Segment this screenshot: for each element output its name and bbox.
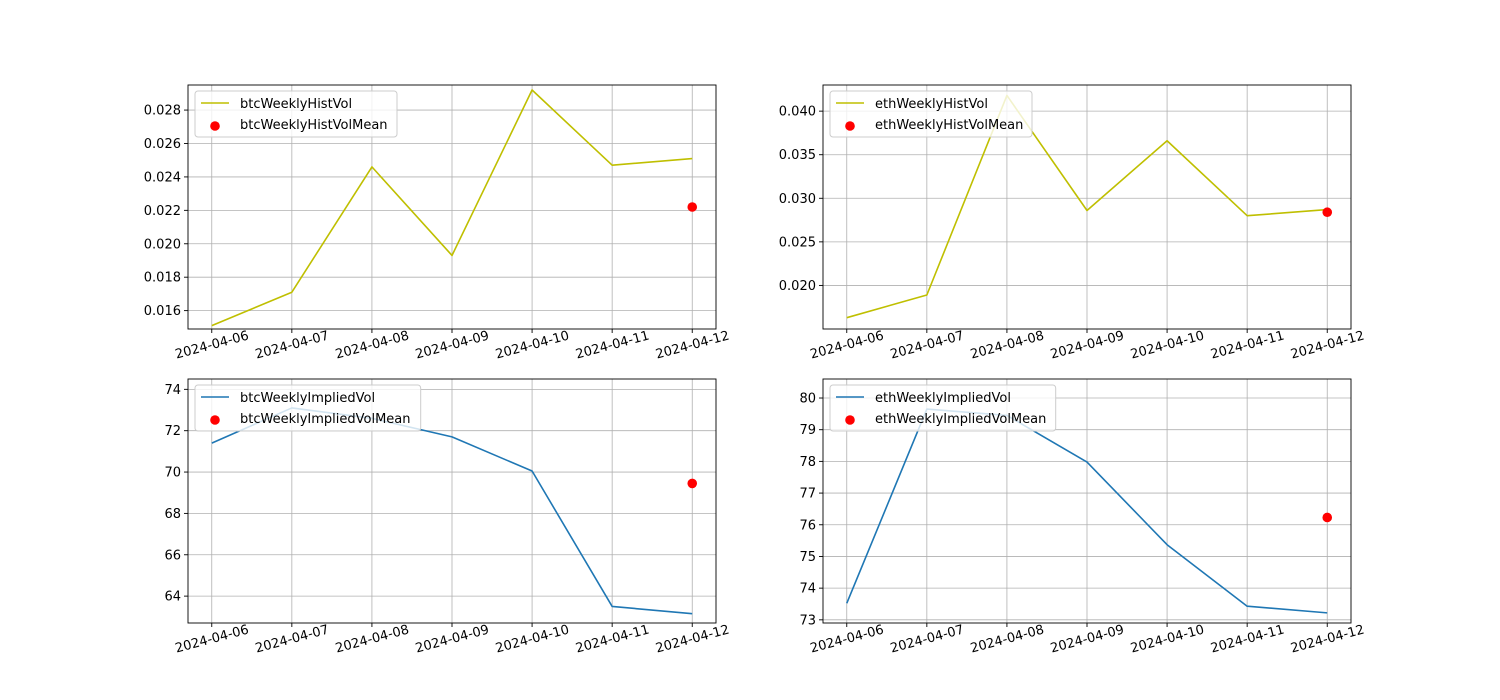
legend: ethWeeklyImpliedVol ethWeeklyImpliedVolMe… [829, 384, 1057, 432]
series-line-btcWeeklyHistVol [211, 89, 693, 327]
y-tick-label: 74 [164, 383, 181, 398]
legend-label: ethWeeklyImpliedVolMean [875, 412, 1046, 427]
y-tick-label: 0.035 [779, 148, 816, 163]
y-tick-label: 0.028 [144, 104, 181, 119]
legend-box [194, 384, 422, 432]
y-tick-label: 0.030 [779, 192, 816, 207]
y-tick-label: 68 [164, 507, 181, 522]
scatter-point-btcWeeklyHistVolMean [687, 202, 698, 212]
y-tick-label: 72 [164, 424, 181, 439]
legend-box [829, 90, 1033, 138]
y-tick-label: 70 [164, 466, 181, 481]
y-tick-label: 66 [164, 548, 181, 563]
y-tick-label: 79 [799, 423, 816, 438]
legend-label: btcWeeklyImpliedVolMean [240, 412, 411, 427]
y-tick-label: 78 [799, 455, 816, 470]
y-tick-label: 0.024 [144, 170, 181, 185]
y-tick-label: 64 [164, 590, 181, 605]
y-tick-label: 74 [799, 582, 816, 597]
legend-label: ethWeeklyHistVol [875, 97, 988, 112]
y-tick-label: 73 [799, 613, 816, 628]
y-tick-label: 75 [799, 550, 816, 565]
legend: btcWeeklyHistVol btcWeeklyHistVolMean [194, 90, 398, 138]
legend-box [194, 90, 398, 138]
y-tick-label: 77 [799, 487, 816, 502]
legend-box [829, 384, 1057, 432]
y-tick-label: 80 [799, 392, 816, 407]
scatter-point-ethWeeklyImpliedVolMean [1322, 512, 1333, 523]
scatter-point-btcWeeklyImpliedVolMean [687, 478, 698, 489]
y-tick-label: 0.025 [779, 235, 816, 250]
y-tick-label: 0.016 [144, 304, 181, 319]
y-tick-label: 76 [799, 518, 816, 533]
y-tick-label: 0.020 [779, 279, 816, 294]
legend: btcWeeklyImpliedVol btcWeeklyImpliedVolMe… [194, 384, 422, 432]
legend: ethWeeklyHistVol ethWeeklyHistVolMean [829, 90, 1033, 138]
legend-dot-marker [210, 121, 220, 131]
legend-label: ethWeeklyImpliedVol [875, 391, 1011, 406]
legend-label: ethWeeklyHistVolMean [875, 118, 1023, 133]
y-tick-label: 0.020 [144, 237, 181, 252]
y-tick-label: 0.022 [144, 204, 181, 219]
legend-dot-marker [845, 415, 855, 425]
legend-label: btcWeeklyHistVol [240, 97, 352, 112]
series-line-ethWeeklyHistVol [846, 94, 1328, 319]
legend-dot-marker [845, 121, 855, 131]
y-tick-label: 0.026 [144, 137, 181, 152]
y-tick-label: 0.040 [779, 105, 816, 120]
y-tick-label: 0.018 [144, 271, 181, 286]
legend-label: btcWeeklyHistVolMean [240, 118, 388, 133]
legend-label: btcWeeklyImpliedVol [240, 391, 375, 406]
scatter-point-ethWeeklyHistVolMean [1322, 207, 1333, 218]
legend-dot-marker [210, 415, 220, 425]
